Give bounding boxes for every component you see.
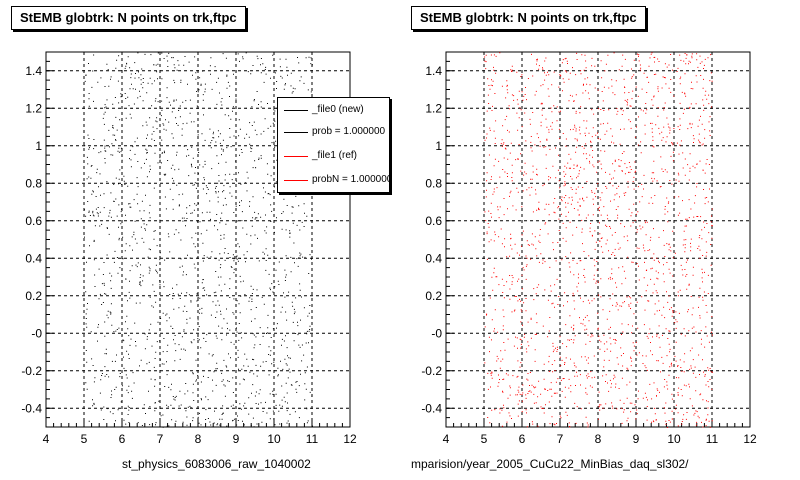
x-tick-label: 6 — [119, 432, 126, 446]
y-tick-label: -0.2 — [421, 364, 442, 378]
x-tick-label: 8 — [195, 432, 202, 446]
legend-swatch — [284, 180, 308, 181]
y-tick-label: 0.4 — [425, 251, 442, 265]
x-axis-label-left: st_physics_6083006_raw_1040002 — [122, 457, 311, 471]
x-tick-label: 8 — [595, 432, 602, 446]
y-tick-label: 0.6 — [25, 214, 42, 228]
legend-entry-file0: _file0 (new) — [278, 100, 389, 120]
x-tick-label: 4 — [43, 432, 50, 446]
legend-label: _file0 (new) — [312, 104, 364, 115]
y-tick-label: 1 — [35, 139, 42, 153]
y-tick-label: 0.8 — [425, 176, 442, 190]
y-tick-label: 1 — [435, 139, 442, 153]
legend-entry-file1: _file1 (ref) — [278, 146, 389, 166]
x-tick-label: 7 — [557, 432, 564, 446]
y-tick-label: 1.2 — [25, 101, 42, 115]
x-tick-label: 12 — [743, 432, 757, 446]
y-tick-label: 0.8 — [25, 176, 42, 190]
x-tick-label: 5 — [481, 432, 488, 446]
y-tick-label: 0.2 — [425, 289, 442, 303]
legend: _file0 (new) prob = 1.000000 _file1 (ref… — [277, 97, 390, 193]
scatter-points — [484, 52, 713, 428]
legend-label: probN = 1.000000 — [312, 174, 390, 185]
legend-swatch — [284, 132, 308, 133]
y-tick-label: 0.4 — [25, 251, 42, 265]
legend-entry-prob: prob = 1.000000 — [278, 122, 389, 142]
x-tick-label: 9 — [633, 432, 640, 446]
legend-entry-probn: probN = 1.000000 — [278, 170, 390, 190]
x-tick-label: 6 — [519, 432, 526, 446]
plot-title-right: StEMB globtrk: N points on trk,ftpc — [411, 6, 646, 30]
x-tick-label: 11 — [706, 432, 719, 446]
y-tick-label: -0.4 — [21, 401, 42, 415]
x-tick-label: 9 — [233, 432, 240, 446]
legend-swatch — [284, 110, 308, 111]
y-tick-label: -0.2 — [21, 364, 42, 378]
legend-swatch — [284, 156, 308, 157]
x-tick-label: 5 — [81, 432, 88, 446]
y-tick-label: 1.4 — [425, 64, 442, 78]
y-tick-label: 0.6 — [425, 214, 442, 228]
x-axis-label-right: mparision/year_2005_CuCu22_MinBias_daq_s… — [411, 457, 689, 471]
y-tick-label: 1.2 — [425, 101, 442, 115]
legend-label: prob = 1.000000 — [312, 126, 386, 137]
x-tick-label: 12 — [343, 432, 357, 446]
y-tick-label: 0.2 — [25, 289, 42, 303]
legend-label: _file1 (ref) — [312, 150, 358, 161]
x-tick-label: 11 — [306, 432, 319, 446]
x-tick-label: 7 — [157, 432, 164, 446]
x-tick-label: 10 — [667, 432, 681, 446]
plot-title-left: StEMB globtrk: N points on trk,ftpc — [11, 6, 246, 30]
y-tick-label: 1.4 — [25, 64, 42, 78]
y-tick-label: -0 — [31, 326, 42, 340]
x-tick-label: 4 — [443, 432, 450, 446]
y-tick-label: -0.4 — [421, 401, 442, 415]
scatter-plot-right: 4 5 6 7 8 9 10 11 12 -0.4 -0.2 -0 0.2 0.4 0.6 0.8 1 1.2 1.… — [421, 51, 757, 446]
y-tick-label: -0 — [431, 326, 442, 340]
x-tick-label: 10 — [267, 432, 281, 446]
